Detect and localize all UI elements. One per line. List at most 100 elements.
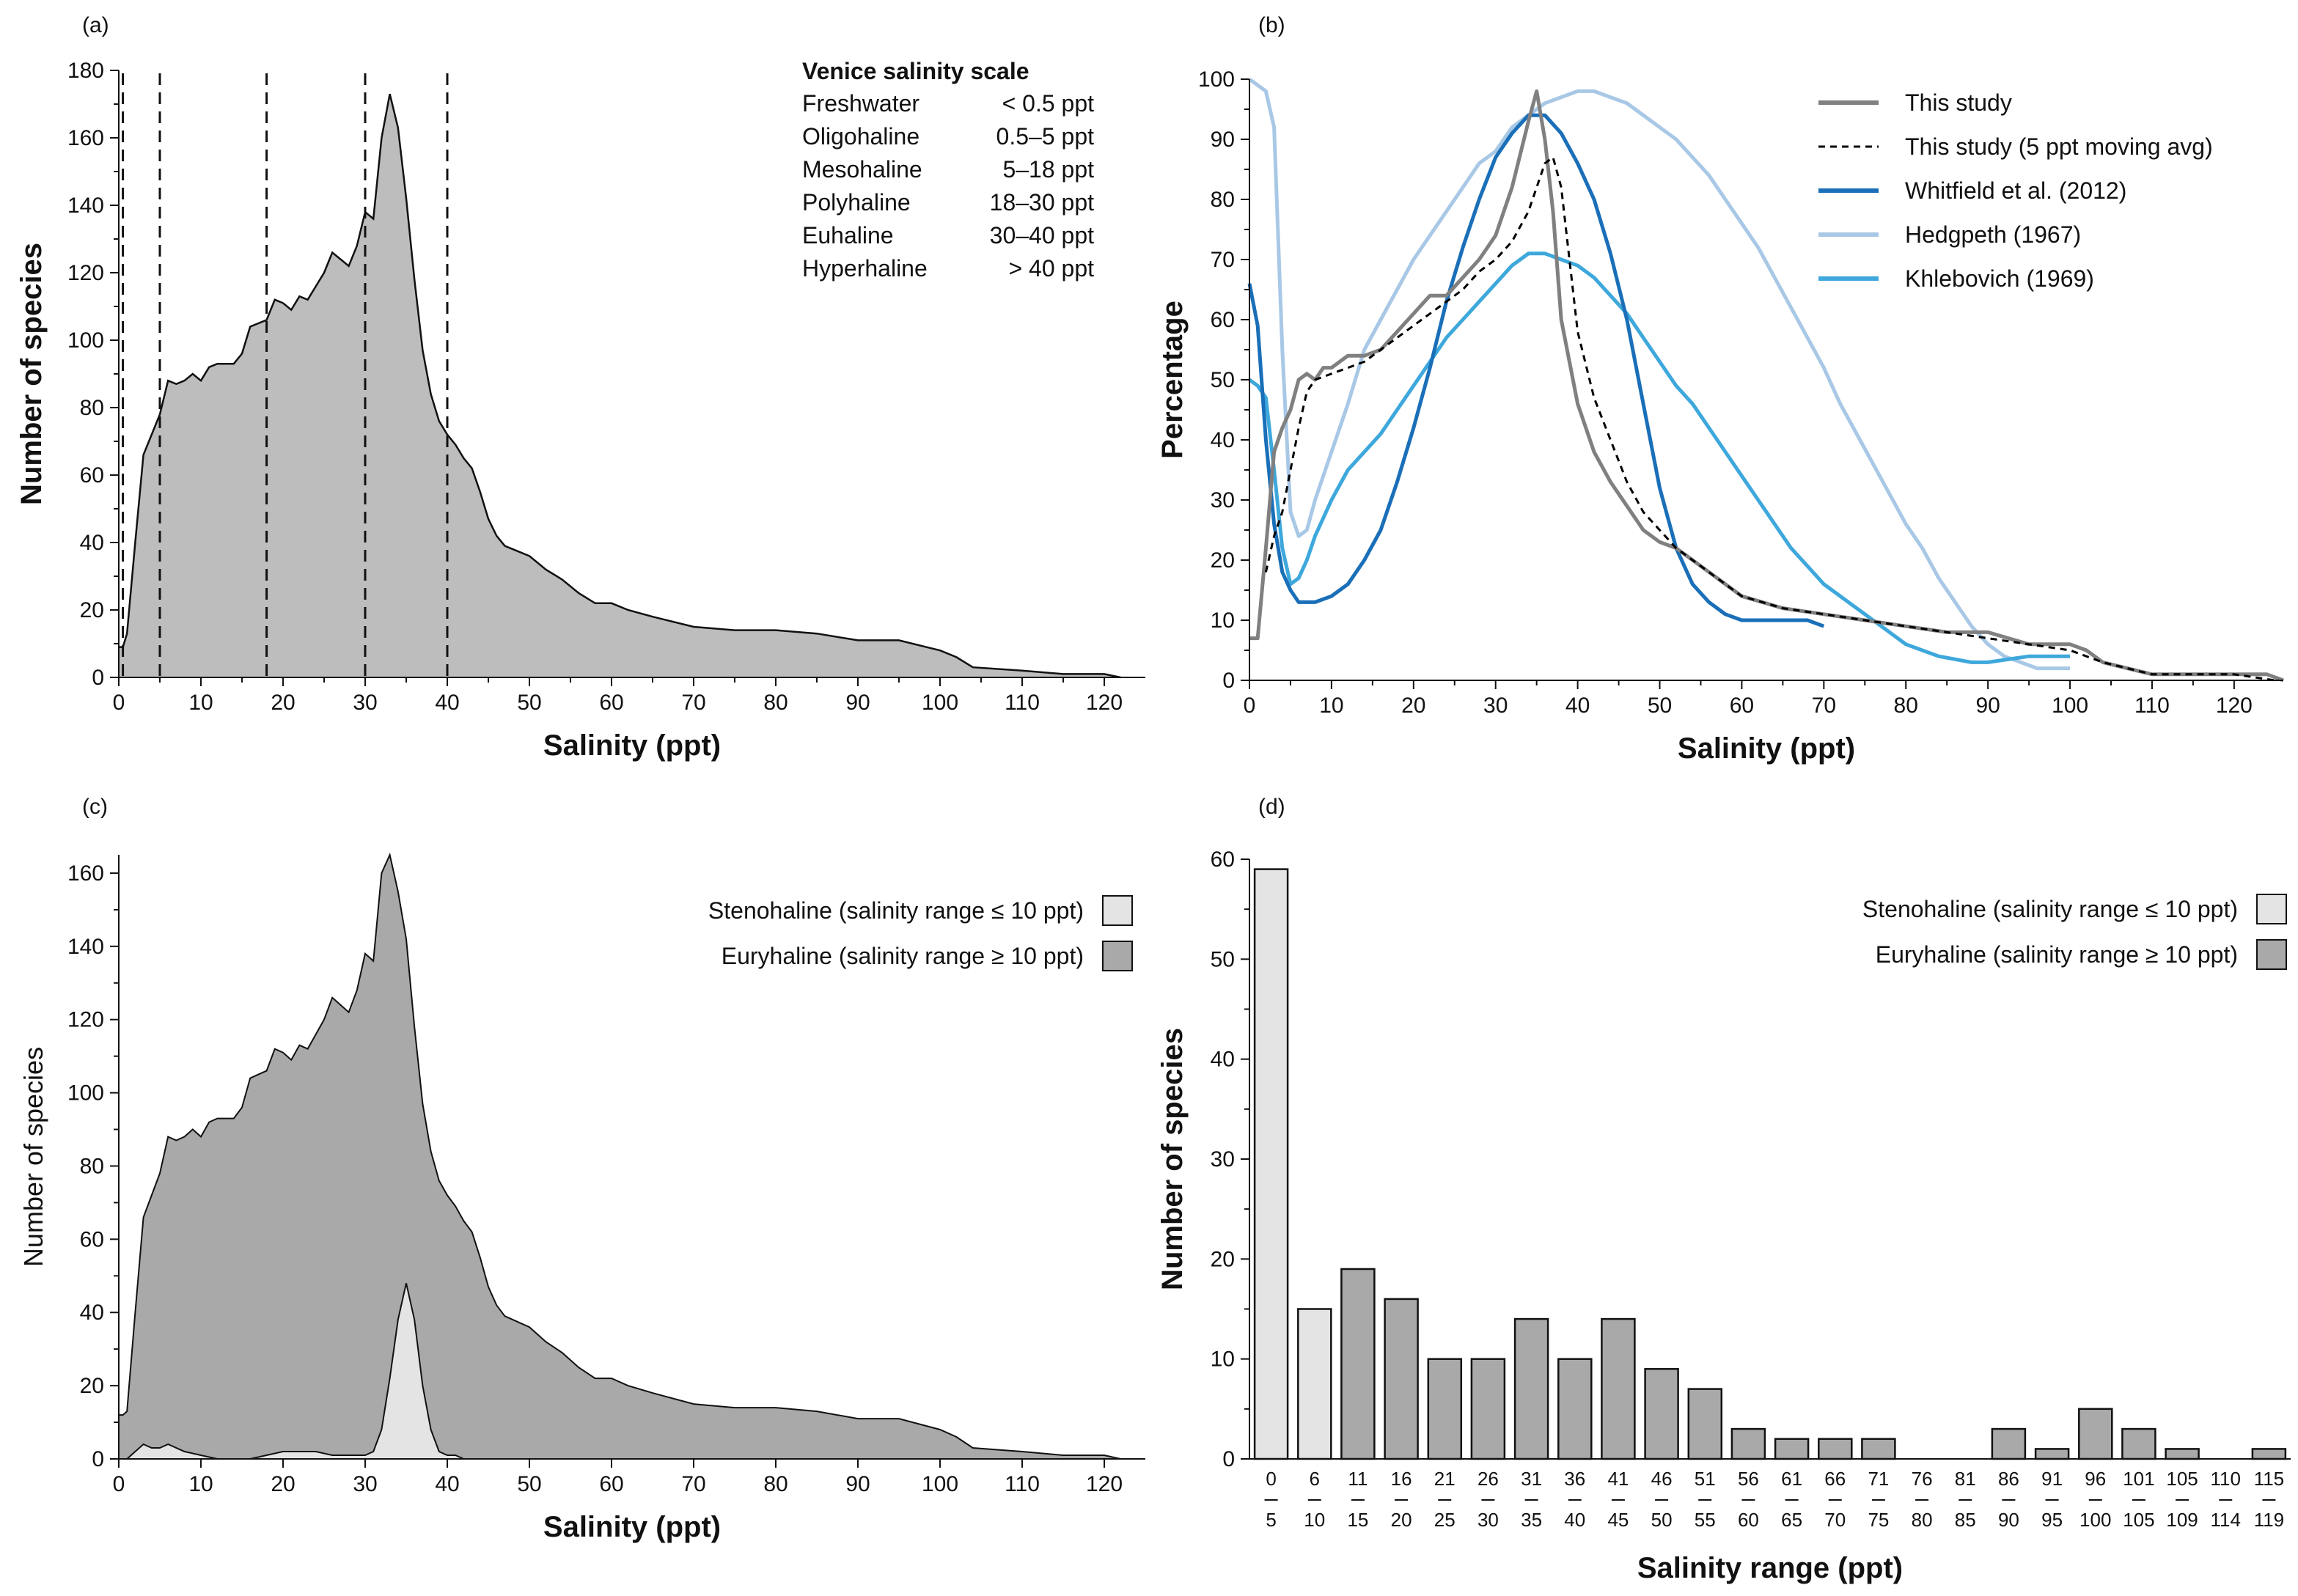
a-xtick-label: 30 xyxy=(353,691,377,715)
d-ytick-label: 0 xyxy=(1222,1447,1235,1471)
d-xtick-label-high: 65 xyxy=(1781,1509,1802,1531)
c-ytick-label: 40 xyxy=(80,1301,104,1325)
d-ytick-label: 50 xyxy=(1211,947,1235,971)
d-bar xyxy=(1818,1438,1853,1460)
c-euryhaline-outline xyxy=(119,852,1121,1460)
c-legend-label: Stenohaline (salinity range ≤ 10 ppt) xyxy=(708,897,1084,924)
d-xtick-label-high: 105 xyxy=(2123,1509,2154,1531)
b-legend-label: This study xyxy=(1905,89,2012,116)
d-bar xyxy=(2165,1448,2200,1460)
c-ytick-label: 20 xyxy=(80,1374,104,1398)
a-ytick-label: 160 xyxy=(67,126,104,150)
d-bar xyxy=(1861,1438,1896,1460)
panel-label-c: (c) xyxy=(82,795,108,819)
d-ytick-label: 40 xyxy=(1211,1048,1235,1072)
c-legend-label: Euryhaline (salinity range ≥ 10 ppt) xyxy=(722,943,1084,969)
b-series-line-4 xyxy=(1248,251,2070,664)
a-xtick-label: 90 xyxy=(845,691,870,715)
c-ytick-label: 100 xyxy=(67,1081,104,1106)
a-venice-name: Euhaline xyxy=(802,222,894,249)
d-xtick-label-low: 51 xyxy=(1695,1468,1716,1490)
d-ytick-label: 30 xyxy=(1211,1147,1235,1172)
b-series-line-0 xyxy=(1249,89,2284,683)
d-bar xyxy=(1557,1358,1593,1460)
d-xtick-label-high: 100 xyxy=(2079,1509,2111,1531)
d-xtick-label-low: 41 xyxy=(1607,1468,1629,1490)
a-xtick-label: 100 xyxy=(922,691,958,715)
a-ytick-label: 140 xyxy=(67,194,104,218)
d-xtick-label-low: 71 xyxy=(1868,1468,1889,1490)
b-xtick-label: 30 xyxy=(1483,694,1508,718)
c-ytick-label: 60 xyxy=(80,1227,104,1251)
d-xtick-label-low: 16 xyxy=(1391,1468,1412,1490)
d-xtick-label-high: 35 xyxy=(1521,1509,1542,1531)
a-venice-range: 18–30 ppt xyxy=(990,189,1094,216)
d-bar xyxy=(1991,1427,2027,1460)
d-xtick-label-low: 31 xyxy=(1521,1468,1542,1490)
a-xtick-label: 0 xyxy=(113,691,125,715)
b-ytick-label: 40 xyxy=(1211,428,1235,452)
c-ytick-label: 160 xyxy=(67,861,104,886)
a-xtick-label: 10 xyxy=(188,691,213,715)
d-legend-label: Stenohaline (salinity range ≤ 10 ppt) xyxy=(1862,896,2238,922)
d-xtick-label-low: 91 xyxy=(2041,1468,2063,1490)
chart-a: 0 10 20 30 40 50 60 70 80 90 100 110 120 0 20 40 60 80 100… xyxy=(15,58,1145,762)
b-xtick-label: 40 xyxy=(1565,694,1590,718)
c-ytick-label: 0 xyxy=(92,1447,104,1471)
d-ylabel: Number of species xyxy=(1156,1028,1189,1290)
a-xtick-label: 50 xyxy=(517,691,541,715)
a-venice-range: < 0.5 ppt xyxy=(1002,90,1095,117)
c-xtick-label: 40 xyxy=(435,1472,459,1496)
d-xtick-label-high: 114 xyxy=(2211,1509,2241,1531)
c-xtick-label: 60 xyxy=(599,1472,623,1496)
d-xtick-label-low: 110 xyxy=(2211,1468,2241,1490)
b-xtick-label: 80 xyxy=(1894,694,1918,718)
a-ytick-label: 180 xyxy=(67,59,104,83)
d-xtick-label-low: 81 xyxy=(1955,1468,1976,1490)
panel-label-b: (b) xyxy=(1258,13,1285,37)
panel-label-d: (d) xyxy=(1258,795,1285,819)
c-xtick-label: 0 xyxy=(113,1472,125,1496)
b-legend-label: Whitfield et al. (2012) xyxy=(1905,177,2126,204)
d-bar xyxy=(2078,1408,2113,1460)
d-xtick-label-low: 21 xyxy=(1434,1468,1455,1490)
d-bar xyxy=(1470,1358,1506,1460)
d-xtick-label-high: 80 xyxy=(1912,1509,1933,1531)
c-xtick-label: 120 xyxy=(1086,1472,1123,1496)
c-ytick-label: 80 xyxy=(80,1154,104,1178)
b-legend-label: Khlebovich (1969) xyxy=(1905,265,2094,292)
a-venice-name: Polyhaline xyxy=(802,189,911,216)
d-bar xyxy=(1340,1268,1376,1460)
a-venice-name: Mesohaline xyxy=(802,156,922,183)
d-bar xyxy=(1253,868,1289,1460)
d-xtick-label-low: 46 xyxy=(1651,1468,1673,1490)
a-ytick-label: 40 xyxy=(80,531,104,555)
d-legend-swatch xyxy=(2256,939,2287,970)
b-ytick-label: 70 xyxy=(1211,248,1235,272)
c-stenohaline-outline xyxy=(119,1283,1145,1460)
b-xtick-label: 120 xyxy=(2216,694,2253,718)
c-xlabel: Salinity (ppt) xyxy=(543,1511,721,1543)
b-ytick-label: 30 xyxy=(1211,488,1235,512)
d-xtick-label-high: 20 xyxy=(1391,1509,1412,1531)
d-xtick-label-high: 40 xyxy=(1564,1509,1585,1531)
c-euryhaline-area xyxy=(119,855,1121,1459)
d-xtick-label-low: 96 xyxy=(2085,1468,2106,1490)
d-xtick-label-high: 95 xyxy=(2041,1509,2063,1531)
b-xtick-label: 100 xyxy=(2052,694,2088,718)
c-ylabel: Number of species xyxy=(18,1047,48,1267)
b-ytick-label: 80 xyxy=(1211,188,1235,212)
b-xtick-label: 50 xyxy=(1648,694,1672,718)
d-xtick-label-low: 26 xyxy=(1477,1468,1499,1490)
b-xtick-label: 10 xyxy=(1319,694,1343,718)
d-bar xyxy=(1601,1317,1636,1460)
d-xtick-label-low: 61 xyxy=(1781,1468,1802,1490)
d-xtick-label-low: 66 xyxy=(1824,1468,1846,1490)
d-ytick-label: 10 xyxy=(1211,1347,1235,1372)
a-xtick-label: 60 xyxy=(599,691,623,715)
d-bar xyxy=(1384,1298,1419,1460)
a-xlabel: Salinity (ppt) xyxy=(543,729,721,762)
d-legend-label: Euryhaline (salinity range ≥ 10 ppt) xyxy=(1876,941,2238,968)
b-xtick-label: 70 xyxy=(1812,694,1836,718)
